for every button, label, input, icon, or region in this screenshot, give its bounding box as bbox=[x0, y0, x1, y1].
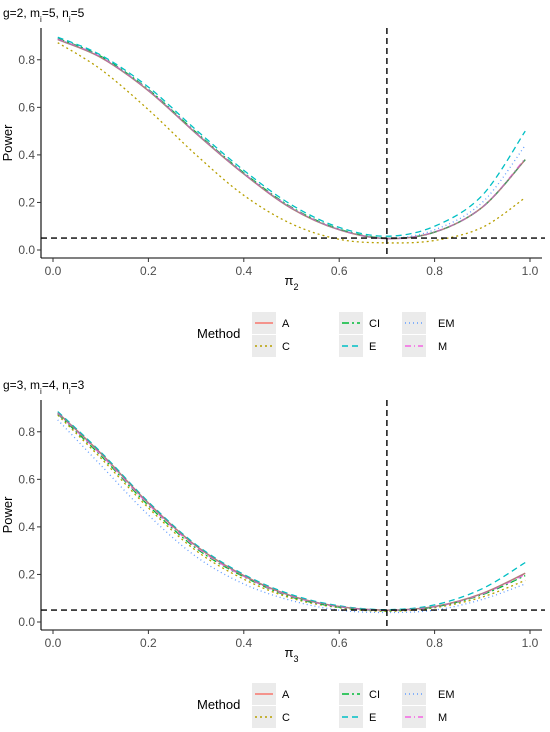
panel-title-part: g=2, m bbox=[3, 6, 40, 20]
series-line-e bbox=[57, 36, 526, 237]
x-tick-label: 0.8 bbox=[426, 636, 443, 650]
legend-label-e: E bbox=[369, 341, 376, 353]
x-tick-label: 0.8 bbox=[426, 264, 443, 278]
y-tick-label: 0.6 bbox=[18, 100, 35, 114]
y-tick-label: 0.6 bbox=[18, 472, 35, 486]
legend-bottom: Method AC CI E EM M bbox=[197, 683, 455, 728]
x-axis-title: π3 bbox=[285, 645, 299, 664]
legend-key-background bbox=[339, 706, 363, 728]
panel-title-part: =5 bbox=[71, 6, 85, 20]
x-tick-label: 0.6 bbox=[331, 264, 348, 278]
panel-title: g=3, mi=4, ni=3 bbox=[3, 378, 85, 396]
legend-key-background bbox=[339, 335, 363, 357]
legend-top: Method AC CI E EM M bbox=[197, 312, 455, 357]
legend-label-c: C bbox=[282, 341, 290, 353]
panel-title-subscript: i bbox=[40, 15, 42, 24]
legend-title: Method bbox=[197, 326, 240, 341]
panel-title-part: =4, n bbox=[42, 378, 69, 392]
x-tick-label: 0.2 bbox=[140, 264, 157, 278]
legend-title: Method bbox=[197, 697, 240, 712]
x-tick-label: 0.4 bbox=[235, 636, 252, 650]
panel-title-part: g=3, m bbox=[3, 378, 40, 392]
legend-label-m: M bbox=[438, 712, 447, 724]
x-axis-title-subscript: 3 bbox=[293, 654, 298, 664]
overlap-line bbox=[57, 412, 526, 611]
x-tick-label: 0.2 bbox=[140, 636, 157, 650]
y-tick-label: 0.2 bbox=[18, 195, 35, 209]
series-line-em bbox=[57, 419, 526, 614]
panel-title-part: =3 bbox=[71, 378, 85, 392]
x-tick-label: 0.6 bbox=[331, 636, 348, 650]
legend-label-em: EM bbox=[438, 318, 455, 330]
legend-label-a: A bbox=[282, 689, 290, 701]
x-tick-label: 1.0 bbox=[522, 636, 539, 650]
y-tick-label: 0.8 bbox=[18, 425, 35, 439]
y-tick-label: 0.4 bbox=[18, 148, 35, 162]
x-tick-label: 0.4 bbox=[235, 264, 252, 278]
x-axis-title-subscript: 2 bbox=[293, 282, 298, 292]
legend-label-m: M bbox=[438, 341, 447, 353]
x-tick-label: 1.0 bbox=[522, 264, 539, 278]
series-line-ci bbox=[57, 413, 526, 612]
series-line-c bbox=[57, 414, 526, 612]
y-tick-label: 0.0 bbox=[18, 243, 35, 257]
panel-title-subscript: i bbox=[69, 387, 71, 396]
panel-title-subscript: i bbox=[69, 15, 71, 24]
legend-key-background bbox=[339, 683, 363, 705]
legend-key-background bbox=[252, 706, 276, 728]
panel-title-part: =5, n bbox=[42, 6, 69, 20]
legend-label-c: C bbox=[282, 712, 290, 724]
x-axis-title-symbol: π bbox=[285, 273, 294, 288]
legend-label-e: E bbox=[369, 712, 376, 724]
y-axis-title: Power bbox=[0, 124, 15, 162]
legend-label-ci: CI bbox=[369, 689, 380, 701]
x-tick-label: 0.0 bbox=[45, 264, 62, 278]
x-axis-title: π2 bbox=[285, 273, 299, 292]
y-tick-label: 0.0 bbox=[18, 615, 35, 629]
y-axis-title: Power bbox=[0, 496, 15, 534]
panel-title: g=2, mi=5, ni=5 bbox=[3, 6, 85, 24]
panel-title-subscript: i bbox=[40, 387, 42, 396]
legend-key-background bbox=[252, 335, 276, 357]
chart-panel-top: g=2, mi=5, ni=50.00.20.40.60.80.0 0.2 0.4 0… bbox=[0, 6, 545, 292]
y-tick-label: 0.8 bbox=[18, 53, 35, 67]
legend-key-background bbox=[339, 312, 363, 334]
legend-label-a: A bbox=[282, 318, 290, 330]
overlap-line bbox=[57, 38, 526, 240]
legend-label-ci: CI bbox=[369, 318, 380, 330]
y-tick-label: 0.4 bbox=[18, 520, 35, 534]
chart-panel-bottom: g=3, mi=4, ni=30.00.20.40.60.80.0 0.2 0.4 0… bbox=[0, 378, 545, 664]
legend-label-em: EM bbox=[438, 689, 455, 701]
y-tick-label: 0.2 bbox=[18, 567, 35, 581]
x-axis-title-symbol: π bbox=[285, 645, 294, 660]
x-tick-label: 0.0 bbox=[45, 636, 62, 650]
series-line-c bbox=[57, 42, 526, 244]
